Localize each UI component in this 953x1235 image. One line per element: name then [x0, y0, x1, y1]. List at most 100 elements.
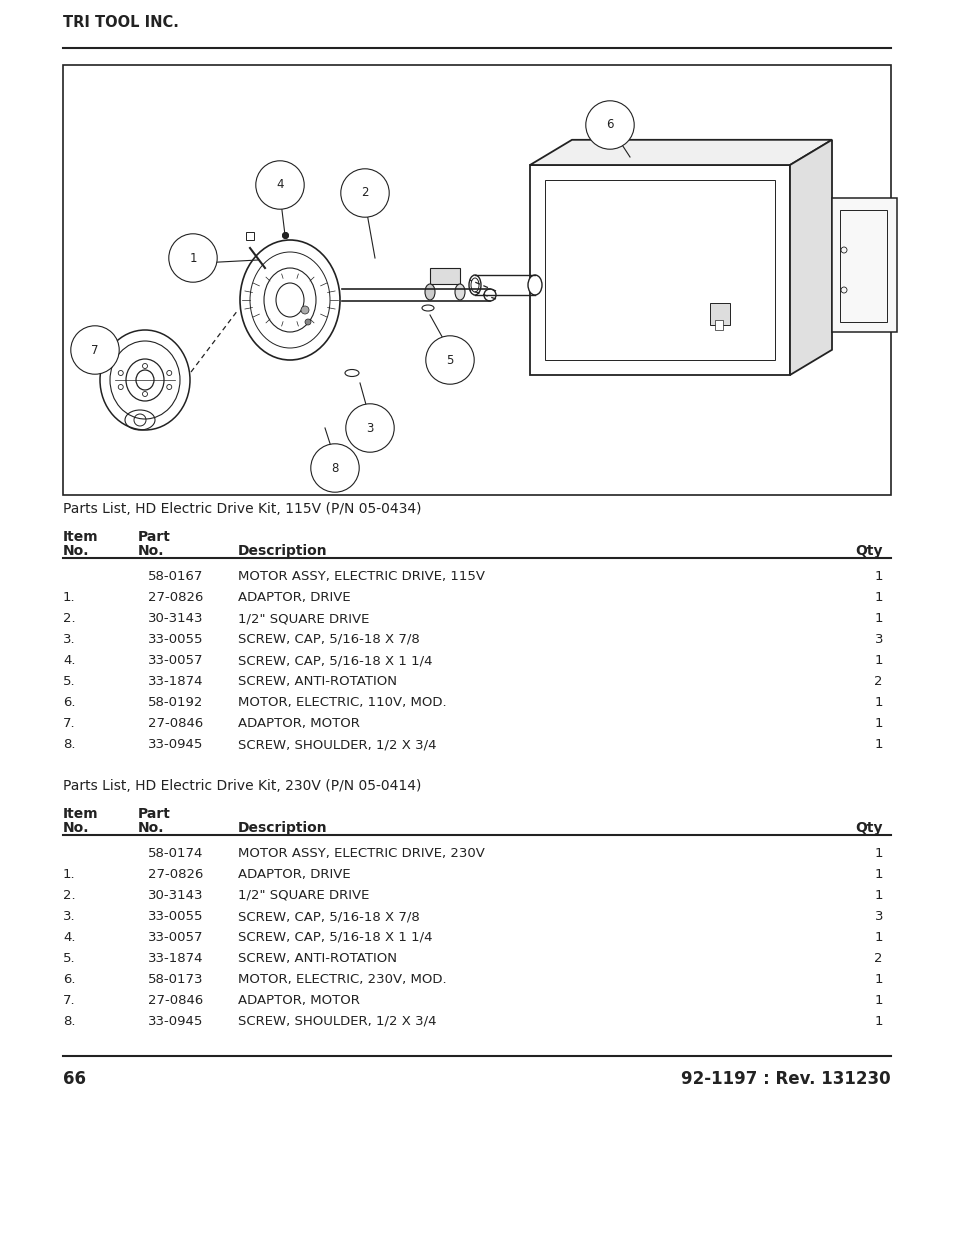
Text: ADAPTOR, MOTOR: ADAPTOR, MOTOR [237, 718, 359, 730]
Text: 2: 2 [874, 952, 882, 965]
Ellipse shape [455, 284, 464, 300]
Text: MOTOR, ELECTRIC, 230V, MOD.: MOTOR, ELECTRIC, 230V, MOD. [237, 973, 446, 986]
Text: 4: 4 [276, 179, 283, 191]
Text: 33-1874: 33-1874 [148, 952, 203, 965]
Ellipse shape [424, 284, 435, 300]
Text: 6.: 6. [63, 697, 75, 709]
Text: No.: No. [138, 821, 164, 835]
Text: 1: 1 [874, 613, 882, 625]
Text: 33-0057: 33-0057 [148, 931, 203, 944]
Text: ADAPTOR, DRIVE: ADAPTOR, DRIVE [237, 592, 351, 604]
Text: SCREW, SHOULDER, 1/2 X 3/4: SCREW, SHOULDER, 1/2 X 3/4 [237, 739, 436, 751]
Text: Item: Item [63, 530, 98, 543]
Text: 1: 1 [874, 973, 882, 986]
Polygon shape [789, 140, 831, 375]
Text: 1.: 1. [63, 868, 75, 881]
Text: 27-0846: 27-0846 [148, 718, 203, 730]
Text: 58-0192: 58-0192 [148, 697, 203, 709]
Text: 1: 1 [874, 868, 882, 881]
Text: TRI TOOL INC.: TRI TOOL INC. [63, 15, 179, 30]
Bar [246, 232, 253, 240]
Text: 4.: 4. [63, 655, 75, 667]
Text: 58-0174: 58-0174 [148, 847, 203, 860]
Text: 33-1874: 33-1874 [148, 676, 203, 688]
Text: 1: 1 [874, 994, 882, 1007]
Text: Qty: Qty [855, 543, 882, 558]
Text: No.: No. [138, 543, 164, 558]
Text: 1: 1 [874, 718, 882, 730]
Text: 1: 1 [874, 739, 882, 751]
Text: 7: 7 [91, 343, 99, 357]
Text: 7.: 7. [63, 718, 75, 730]
Text: 30-3143: 30-3143 [148, 613, 203, 625]
Text: 2: 2 [361, 186, 369, 200]
Text: 33-0055: 33-0055 [148, 634, 203, 646]
Ellipse shape [527, 275, 541, 295]
Text: SCREW, SHOULDER, 1/2 X 3/4: SCREW, SHOULDER, 1/2 X 3/4 [237, 1015, 436, 1028]
Text: 1: 1 [874, 697, 882, 709]
Text: 8.: 8. [63, 739, 75, 751]
Text: Part: Part [138, 806, 171, 821]
Text: 1: 1 [874, 571, 882, 583]
Text: 7.: 7. [63, 994, 75, 1007]
Text: 6: 6 [605, 119, 613, 131]
Text: Description: Description [237, 543, 327, 558]
Text: MOTOR ASSY, ELECTRIC DRIVE, 230V: MOTOR ASSY, ELECTRIC DRIVE, 230V [237, 847, 484, 860]
Text: 4.: 4. [63, 931, 75, 944]
Text: No.: No. [63, 821, 90, 835]
Text: 1: 1 [874, 931, 882, 944]
Text: ADAPTOR, DRIVE: ADAPTOR, DRIVE [237, 868, 351, 881]
Text: 2: 2 [874, 676, 882, 688]
Text: 3.: 3. [63, 634, 75, 646]
Text: 27-0826: 27-0826 [148, 592, 203, 604]
Text: Description: Description [237, 821, 327, 835]
Bar [430, 268, 459, 284]
Bar [63, 65, 890, 495]
Text: 2.: 2. [63, 889, 75, 902]
Text: 3: 3 [874, 910, 882, 923]
Text: 5.: 5. [63, 952, 75, 965]
Text: SCREW, CAP, 5/16-18 X 7/8: SCREW, CAP, 5/16-18 X 7/8 [237, 910, 419, 923]
Text: 33-0055: 33-0055 [148, 910, 203, 923]
Text: Parts List, HD Electric Drive Kit, 115V (P/N 05-0434): Parts List, HD Electric Drive Kit, 115V … [63, 501, 421, 516]
Text: 5: 5 [446, 353, 454, 367]
Text: 1: 1 [874, 655, 882, 667]
Text: 1.: 1. [63, 592, 75, 604]
Text: 2.: 2. [63, 613, 75, 625]
Text: 1/2" SQUARE DRIVE: 1/2" SQUARE DRIVE [237, 613, 369, 625]
Text: 1: 1 [874, 889, 882, 902]
Bar [714, 320, 722, 330]
Text: SCREW, CAP, 5/16-18 X 1 1/4: SCREW, CAP, 5/16-18 X 1 1/4 [237, 655, 432, 667]
Polygon shape [530, 165, 789, 375]
Text: SCREW, CAP, 5/16-18 X 1 1/4: SCREW, CAP, 5/16-18 X 1 1/4 [237, 931, 432, 944]
Circle shape [301, 306, 309, 314]
Text: Parts List, HD Electric Drive Kit, 230V (P/N 05-0414): Parts List, HD Electric Drive Kit, 230V … [63, 779, 421, 793]
Circle shape [305, 319, 311, 325]
Bar [709, 303, 729, 325]
Text: 92-1197 : Rev. 131230: 92-1197 : Rev. 131230 [680, 1070, 890, 1088]
Polygon shape [831, 198, 896, 332]
Text: 3.: 3. [63, 910, 75, 923]
Text: 1: 1 [874, 1015, 882, 1028]
Text: ADAPTOR, MOTOR: ADAPTOR, MOTOR [237, 994, 359, 1007]
Text: No.: No. [63, 543, 90, 558]
Text: 66: 66 [63, 1070, 86, 1088]
Text: SCREW, ANTI-ROTATION: SCREW, ANTI-ROTATION [237, 952, 396, 965]
Text: SCREW, CAP, 5/16-18 X 7/8: SCREW, CAP, 5/16-18 X 7/8 [237, 634, 419, 646]
Text: 6.: 6. [63, 973, 75, 986]
Text: 58-0167: 58-0167 [148, 571, 203, 583]
Text: 8: 8 [331, 462, 338, 474]
Text: 1: 1 [874, 847, 882, 860]
Polygon shape [530, 140, 831, 165]
Text: MOTOR ASSY, ELECTRIC DRIVE, 115V: MOTOR ASSY, ELECTRIC DRIVE, 115V [237, 571, 484, 583]
Text: Item: Item [63, 806, 98, 821]
Text: 1/2" SQUARE DRIVE: 1/2" SQUARE DRIVE [237, 889, 369, 902]
Text: 3: 3 [366, 421, 374, 435]
Text: 27-0846: 27-0846 [148, 994, 203, 1007]
Text: Part: Part [138, 530, 171, 543]
Text: Qty: Qty [855, 821, 882, 835]
Text: 33-0057: 33-0057 [148, 655, 203, 667]
Text: MOTOR, ELECTRIC, 110V, MOD.: MOTOR, ELECTRIC, 110V, MOD. [237, 697, 446, 709]
Text: 33-0945: 33-0945 [148, 1015, 203, 1028]
Text: 58-0173: 58-0173 [148, 973, 203, 986]
